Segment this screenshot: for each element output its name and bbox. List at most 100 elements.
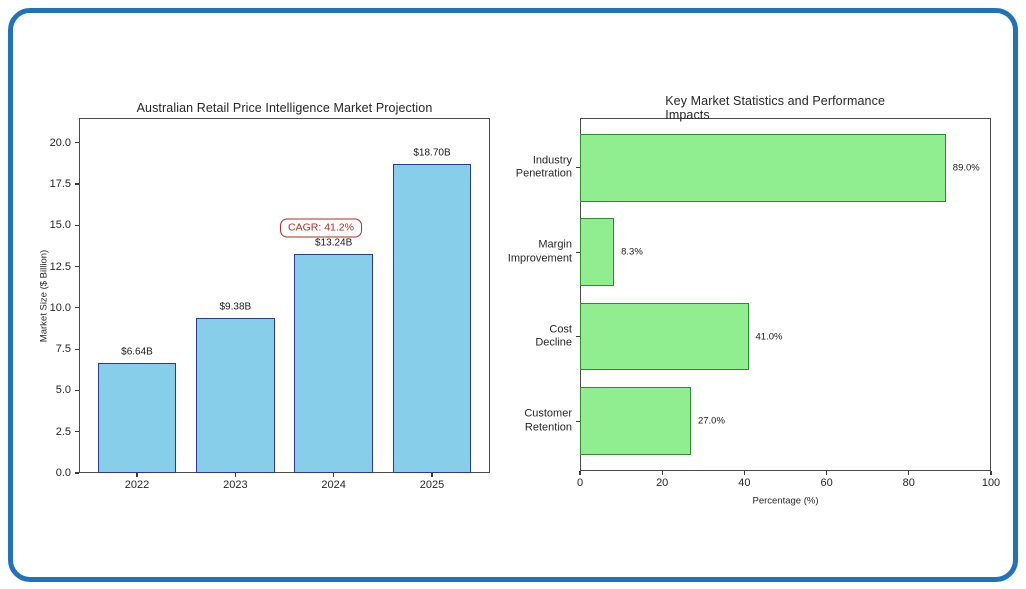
y-tick-mark <box>75 183 79 185</box>
x-tick-mark <box>579 471 581 475</box>
x-tick-label: 40 <box>738 477 756 495</box>
chart-title-right: Key Market Statistics and Performance Im… <box>665 94 1026 136</box>
bar-percent-label-text: 27.0% <box>697 415 725 427</box>
x-tick-mark <box>333 473 335 477</box>
x-tick-label: 2024 <box>321 479 358 497</box>
bar-value-label-text: $13.24B <box>315 237 353 249</box>
x-tick-mark <box>908 471 910 475</box>
y-tick-mark <box>75 389 79 392</box>
bar-percent-label: 8.3% <box>621 247 643 263</box>
bar-percent-label-text: 41.0% <box>755 331 783 343</box>
y-tick-label-text: 7.5 <box>55 343 71 356</box>
x-tick-mark <box>661 471 663 475</box>
x-tick-label: 20 <box>656 477 674 495</box>
y-tick-mark <box>576 336 580 338</box>
y-tick-label: 12.5 <box>50 261 92 279</box>
y-tick-label: 10.0 <box>50 302 92 320</box>
bar-value-label: $9.38B <box>219 302 267 318</box>
x-tick-label-text: 0 <box>576 477 584 489</box>
bar-percent-label-text: 8.3% <box>621 246 643 258</box>
bar-value-label-text: $9.38B <box>219 301 252 313</box>
x-tick-label: 100 <box>982 477 1009 495</box>
category-label-text: Industry Penetration <box>515 154 572 180</box>
y-axis-label-text: Market Size ($ Billion) <box>38 249 50 342</box>
bar-percent-label: 27.0% <box>698 416 725 432</box>
y-tick-label: 2.5 <box>56 426 86 444</box>
y-tick-label-text: 2.5 <box>55 425 71 438</box>
x-tick-mark <box>990 471 992 475</box>
y-tick-mark <box>75 307 79 309</box>
bar-2025 <box>392 164 472 473</box>
category-label: Industry Penetration <box>516 154 628 195</box>
category-label-text: Customer Retention <box>524 407 572 434</box>
y-tick-label: 0.0 <box>56 467 86 485</box>
bar-2022 <box>97 363 177 473</box>
chart-title-right-text: Key Market Statistics and Performance Im… <box>665 94 886 122</box>
x-tick-label-text: 80 <box>902 477 915 489</box>
y-tick-label: 5.0 <box>56 384 86 402</box>
chart-title-left-text: Australian Retail Price Intelligence Mar… <box>136 101 433 115</box>
y-tick-label-text: 17.5 <box>49 178 71 191</box>
cagr-annotation: CAGR: 41.2% <box>280 218 362 238</box>
bar-industry-penetration <box>580 134 946 202</box>
category-label: Cost Decline <box>535 323 609 364</box>
x-tick-mark <box>743 471 745 475</box>
y-tick-label-text: 5.0 <box>55 384 71 397</box>
y-tick-label: 20.0 <box>50 137 92 155</box>
x-tick-label: 60 <box>820 477 839 495</box>
x-tick-label: 2025 <box>420 479 456 497</box>
y-tick-mark <box>576 167 580 169</box>
category-label: Customer Retention <box>524 408 620 448</box>
x-tick-label: 80 <box>903 477 921 495</box>
category-label: Margin Improvement <box>508 239 636 279</box>
x-tick-label-text: 2023 <box>223 479 248 491</box>
bar-percent-label: 41.0% <box>756 331 783 348</box>
bar-value-label-text: $18.70B <box>413 147 451 159</box>
bar-value-label: $13.24B <box>315 238 371 254</box>
bar-value-label: $6.64B <box>121 347 169 363</box>
x-axis-label: Percentage (%) <box>752 496 852 512</box>
bar-value-label-text: $6.64B <box>121 346 153 358</box>
x-tick-label: 2022 <box>125 479 161 497</box>
y-tick-mark <box>75 224 79 226</box>
y-tick-mark <box>75 348 79 350</box>
y-tick-label: 15.0 <box>50 219 92 237</box>
bar-cost-decline <box>580 302 749 371</box>
bar-percent-label: 89.0% <box>953 162 980 179</box>
x-tick-mark <box>431 473 433 477</box>
x-tick-mark <box>826 471 828 475</box>
category-label-text: Margin Improvement <box>507 238 572 265</box>
x-tick-label: 0 <box>577 477 586 495</box>
y-tick-label-text: 0.0 <box>55 467 71 479</box>
x-tick-label-text: 40 <box>738 477 751 489</box>
chart-title-left: Australian Retail Price Intelligence Mar… <box>137 101 581 122</box>
y-tick-mark <box>75 266 79 268</box>
x-tick-label-text: 20 <box>656 477 669 489</box>
x-tick-label-text: 60 <box>820 477 833 489</box>
bar-margin-improvement <box>580 218 615 287</box>
y-tick-label-text: 20.0 <box>49 136 71 149</box>
x-axis-label-text: Percentage (%) <box>752 495 819 507</box>
bar-2023 <box>196 318 275 473</box>
bar-2024 <box>294 254 373 473</box>
x-tick-label: 2023 <box>223 479 259 497</box>
y-tick-label-text: 10.0 <box>49 301 71 314</box>
category-label-text: Cost Decline <box>535 323 572 349</box>
bar-customer-retention <box>580 387 691 455</box>
y-tick-label: 7.5 <box>56 343 86 361</box>
x-tick-mark <box>136 473 138 477</box>
x-tick-label-text: 2025 <box>419 479 445 491</box>
y-tick-label: 17.5 <box>50 178 92 196</box>
y-tick-mark <box>576 251 580 253</box>
y-tick-label-text: 15.0 <box>49 219 71 232</box>
x-tick-mark <box>234 473 236 477</box>
x-tick-label-text: 2022 <box>124 479 150 491</box>
x-tick-label-text: 100 <box>981 477 1001 489</box>
y-tick-mark <box>75 431 79 433</box>
y-tick-mark <box>75 142 79 144</box>
y-tick-mark <box>576 420 580 422</box>
x-tick-label-text: 2024 <box>321 479 346 491</box>
bar-value-label: $18.70B <box>413 148 469 164</box>
bar-percent-label-text: 89.0% <box>952 162 980 174</box>
